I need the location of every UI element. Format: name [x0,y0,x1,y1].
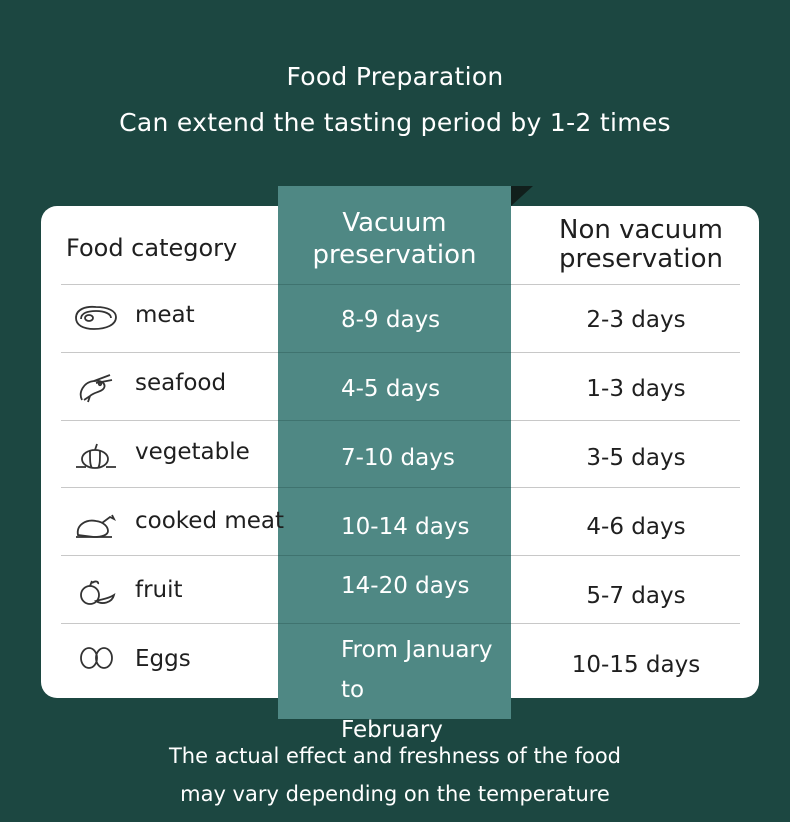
row-divider [278,555,511,556]
row-divider [61,487,278,488]
page-title: Food Preparation [286,62,504,91]
row-divider [511,623,740,624]
footer-note: The actual effect and freshness of the f… [0,737,790,813]
fruit-icon [72,577,120,609]
vegetable-icon [72,441,120,473]
vacuum-days-fruit: 14-20 days [341,573,470,599]
category-fruit: fruit [135,577,183,603]
row-divider [278,623,511,624]
column-header-non-vacuum-line1: Non vacuum [559,215,723,245]
non-vacuum-days-eggs: 10-15 days [571,652,701,678]
non-vacuum-days-cooked-meat: 4-6 days [586,514,686,540]
non-vacuum-days-meat: 2-3 days [586,307,686,333]
category-seafood: seafood [135,370,227,396]
column-header-non-vacuum: Non vacuum preservation [511,216,771,274]
header-shadow [511,186,533,206]
roast-chicken-icon [72,509,120,541]
category-cooked-meat: cooked meat [135,508,285,534]
row-divider [278,284,511,285]
vacuum-days-cooked-meat: 10-14 days [341,514,470,540]
footer-note-line1: The actual effect and freshness of the f… [168,744,621,768]
row-divider [278,352,511,353]
row-divider [511,284,740,285]
row-divider [511,352,740,353]
row-divider [511,555,740,556]
column-header-vacuum: Vacuum preservation [278,207,511,271]
column-header-vacuum-line2: preservation [312,240,477,270]
vacuum-days-vegetable: 7-10 days [341,445,455,471]
page-subtitle: Can extend the tasting period by 1-2 tim… [119,108,671,137]
row-divider [511,420,740,421]
vacuum-days-eggs: From January to February [341,630,511,750]
vacuum-days-seafood: 4-5 days [341,376,441,402]
vacuum-days-eggs-line2: February [341,717,443,743]
row-divider [61,623,278,624]
non-vacuum-days-vegetable: 3-5 days [586,445,686,471]
row-divider [61,284,278,285]
category-vegetable: vegetable [135,439,250,465]
row-divider [61,352,278,353]
row-divider [61,555,278,556]
row-divider [278,420,511,421]
footer-note-line2: may vary depending on the temperature [180,782,610,806]
category-eggs: Eggs [135,646,191,672]
shrimp-icon [72,372,120,404]
vacuum-days-meat: 8-9 days [341,307,441,333]
column-header-vacuum-line1: Vacuum [342,208,447,238]
category-meat: meat [135,302,195,328]
eggs-icon [72,643,120,675]
row-divider [511,487,740,488]
row-divider [61,420,278,421]
column-header-category: Food category [66,234,238,262]
meat-icon [72,302,120,334]
column-header-non-vacuum-line2: preservation [559,244,723,274]
row-divider [278,487,511,488]
vacuum-days-eggs-line1: From January to [341,637,493,703]
vacuum-column-highlight [278,186,511,719]
non-vacuum-days-seafood: 1-3 days [586,376,686,402]
non-vacuum-days-fruit: 5-7 days [586,583,686,609]
